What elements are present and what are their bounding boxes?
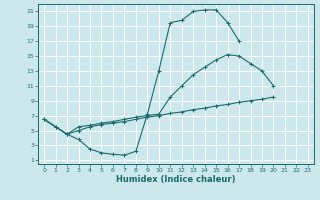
X-axis label: Humidex (Indice chaleur): Humidex (Indice chaleur)	[116, 175, 236, 184]
